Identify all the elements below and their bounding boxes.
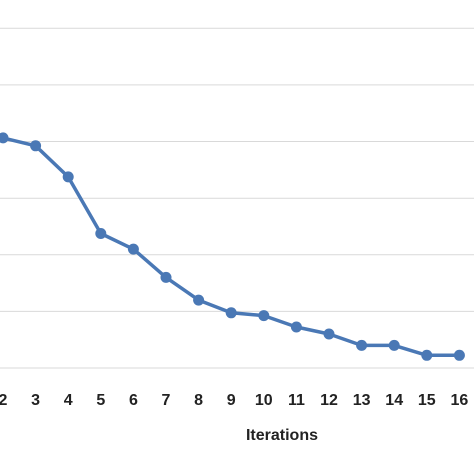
x-tick-label-8: 8 — [194, 392, 203, 409]
data-point-13 — [356, 339, 368, 351]
x-tick-label-14: 14 — [385, 392, 403, 409]
data-point-5 — [95, 228, 107, 239]
series-layer — [0, 132, 465, 361]
data-point-11 — [290, 321, 302, 333]
data-point-6 — [127, 243, 139, 255]
data-point-8 — [193, 294, 205, 306]
x-tick-label-7: 7 — [162, 392, 171, 409]
data-point-2 — [0, 132, 9, 144]
x-tick-label-4: 4 — [64, 392, 73, 409]
series-line — [2, 136, 460, 358]
data-point-3 — [30, 140, 42, 152]
x-tick-labels: 2 3 4 5 6 7 8 9 10 11 12 13 14 15 16 — [0, 392, 468, 409]
data-point-14 — [388, 339, 400, 351]
data-point-16 — [453, 349, 465, 361]
x-tick-label-10: 10 — [255, 392, 273, 409]
x-axis-title: Iterations — [246, 427, 318, 444]
x-tick-label-2: 2 — [0, 392, 8, 409]
data-point-7 — [160, 271, 172, 283]
data-point-12 — [323, 328, 335, 340]
x-tick-label-11: 11 — [288, 392, 305, 409]
x-tick-label-16: 16 — [451, 392, 469, 409]
x-tick-label-5: 5 — [96, 392, 105, 409]
x-tick-label-12: 12 — [320, 392, 338, 409]
data-point-10 — [258, 310, 270, 322]
data-point-9 — [225, 307, 237, 319]
x-tick-label-15: 15 — [418, 392, 436, 409]
x-tick-label-6: 6 — [129, 392, 138, 409]
data-point-15 — [421, 349, 433, 361]
x-tick-label-3: 3 — [31, 392, 40, 409]
x-tick-label-13: 13 — [353, 392, 371, 409]
gridlines — [0, 27, 474, 369]
x-tick-label-9: 9 — [227, 392, 236, 409]
data-point-4 — [62, 171, 74, 183]
